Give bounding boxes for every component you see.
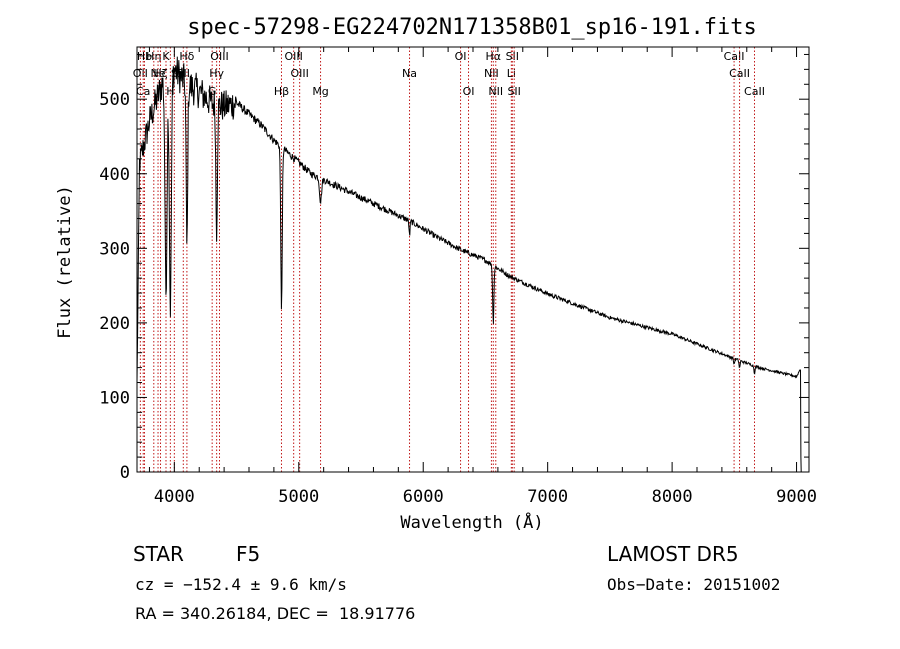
obs-date-text: Obs−Date: 20151002 [607,575,780,594]
line-marker-label: G [208,85,217,98]
line-marker-label: Hδ [179,50,194,63]
y-tick-label: 500 [99,90,130,110]
line-marker-label: SII [506,50,519,63]
line-marker-label: SII [507,85,520,98]
x-axis-label: Wavelength (Å) [400,511,543,533]
line-marker-label: Hb [137,50,152,63]
line-marker-label: Mg [312,85,328,98]
chart-title: spec-57298-EG224702N171358B01_sp16-191.f… [187,15,757,40]
redshift-text: cz = −152.4 ± 9.6 km/s [135,575,347,594]
line-marker-label: OI [455,50,467,63]
x-tick-label: 8000 [652,487,693,507]
x-tick-label: 6000 [403,487,444,507]
line-marker-label: Li [507,67,516,80]
x-tick-label: 9000 [776,487,817,507]
subclass-label: F5 [236,542,260,566]
spectrum-line [136,56,802,473]
line-marker-label: CaII [724,50,745,63]
line-marker-label: Hβ [274,85,289,98]
line-marker-label: Na [402,67,417,80]
line-marker-label: K [162,50,170,63]
line-marker-label: Hα [486,50,502,63]
line-marker-label: OIII [210,50,228,63]
line-marker-label: CaII [744,85,765,98]
plot-frame [136,46,810,473]
line-marker-label: Hζ [153,67,167,80]
line-marker-label: Hγ [209,67,224,80]
line-marker-label: OI [463,85,475,98]
line-markers: OIICaHbHηNeHζKHSSIIHδGHγOIIIHβOIIIOIIIMg… [133,47,765,472]
survey-label: LAMOST DR5 [607,542,739,566]
line-marker-label: Hη [146,50,161,63]
line-marker-label: Ne [151,67,166,80]
coordinates-text: RA = 340.26184, DEC = 18.91776 [135,604,415,623]
x-tick-label: 4000 [154,487,195,507]
y-tick-label: 200 [99,314,130,334]
y-tick-label: 300 [99,239,130,259]
y-tick-label: 0 [120,463,130,483]
line-marker-label: H [166,85,174,98]
y-axis-label: Flux (relative) [55,185,75,339]
star-class-label: STAR [133,542,184,566]
y-tick-label: 100 [99,388,130,408]
y-axis: 0 100 200 300 400 500 [99,53,809,483]
x-tick-label: 7000 [527,487,568,507]
line-marker-label: NII [484,67,499,80]
line-marker-label: CaII [729,67,750,80]
x-tick-label: 5000 [278,487,319,507]
line-marker-label: OIII [284,50,302,63]
x-axis: 4000 5000 6000 7000 8000 9000 [148,47,817,507]
line-marker-label: OIII [290,67,308,80]
y-tick-label: 400 [99,165,130,185]
line-marker-label: NII [488,85,503,98]
line-marker-label: Ca [136,85,150,98]
